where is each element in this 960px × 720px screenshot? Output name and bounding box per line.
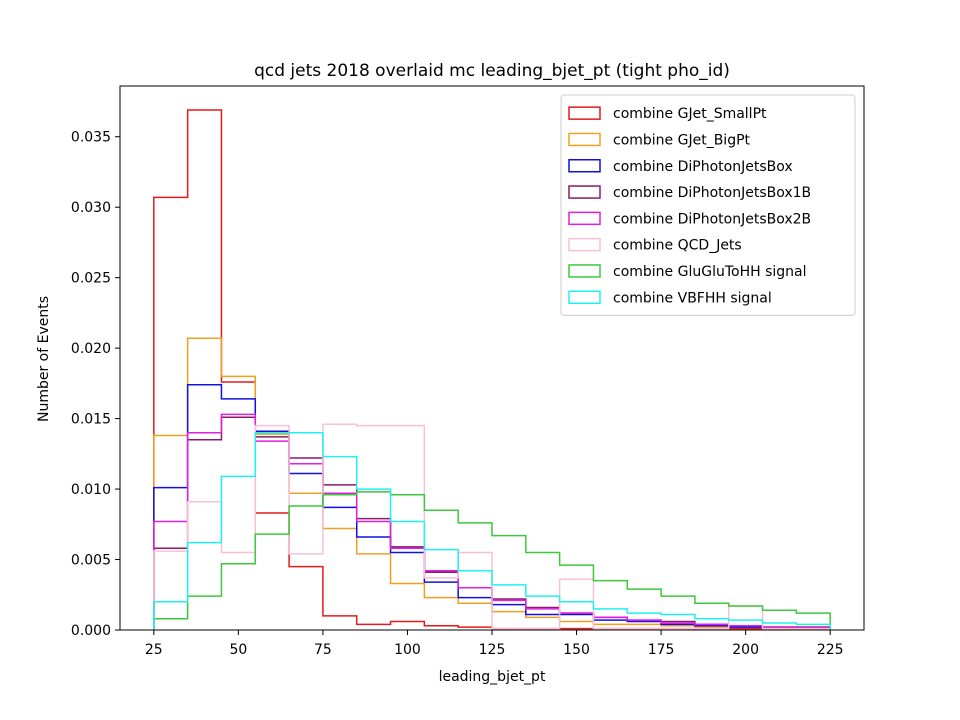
legend-entry: combine DiPhotonJetsBox [613,159,793,175]
x-tick-label: 150 [563,642,590,658]
legend-swatch [568,132,601,147]
legend-entry: combine DiPhotonJetsBox2B [613,211,811,227]
y-tick-label: 0.000 [71,623,111,639]
y-tick-label: 0.030 [71,200,111,216]
legend-entry: combine VBFHH signal [613,290,772,306]
legend-entry: combine DiPhotonJetsBox1B [613,185,811,201]
legend-swatch [568,290,601,304]
y-tick-label: 0.005 [71,553,111,569]
chart-title: qcd jets 2018 overlaid mc leading_bjet_p… [254,61,730,81]
y-tick-label: 0.010 [71,482,111,498]
y-axis-ticks: 0.000 0.005 0.010 0.015 0.020 0.025 0.030 0.035 [71,130,120,639]
legend-swatch [568,159,601,173]
legend-entry: combine GJet_SmallPt [613,106,767,122]
x-tick-label: 225 [817,642,844,658]
legend-swatch [568,237,601,252]
legend-entry: combine GluGluToHH signal [613,264,807,280]
y-tick-label: 0.015 [71,412,111,428]
x-tick-label: 25 [145,642,163,658]
series-line-1 [153,337,831,630]
x-tick-label: 125 [479,642,506,658]
x-tick-label: 50 [229,642,247,658]
series-line-6 [153,491,831,630]
legend-swatch [568,106,601,120]
legend-swatch [568,185,601,199]
legend-entry: combine GJet_BigPt [613,132,751,148]
x-tick-label: 100 [394,642,421,658]
plot-area [119,85,865,631]
y-axis-label: Number of Events [36,296,52,422]
x-tick-label: 200 [732,642,759,658]
series-line-2 [153,384,831,630]
legend-entry: combine QCD_Jets [613,238,742,254]
y-tick-label: 0.035 [71,130,111,146]
y-tick-label: 0.020 [71,341,111,357]
y-tick-label: 0.025 [71,271,111,287]
x-axis-ticks: 25 50 75 100 125 150 175 200 225 [145,630,844,658]
x-tick-label: 175 [648,642,675,658]
legend-swatch [568,264,601,278]
legend-box [560,94,856,316]
x-axis-label: leading_bjet_pt [439,669,546,685]
x-tick-label: 75 [314,642,332,658]
series-line-7 [153,431,831,630]
legend-swatch [568,211,601,226]
